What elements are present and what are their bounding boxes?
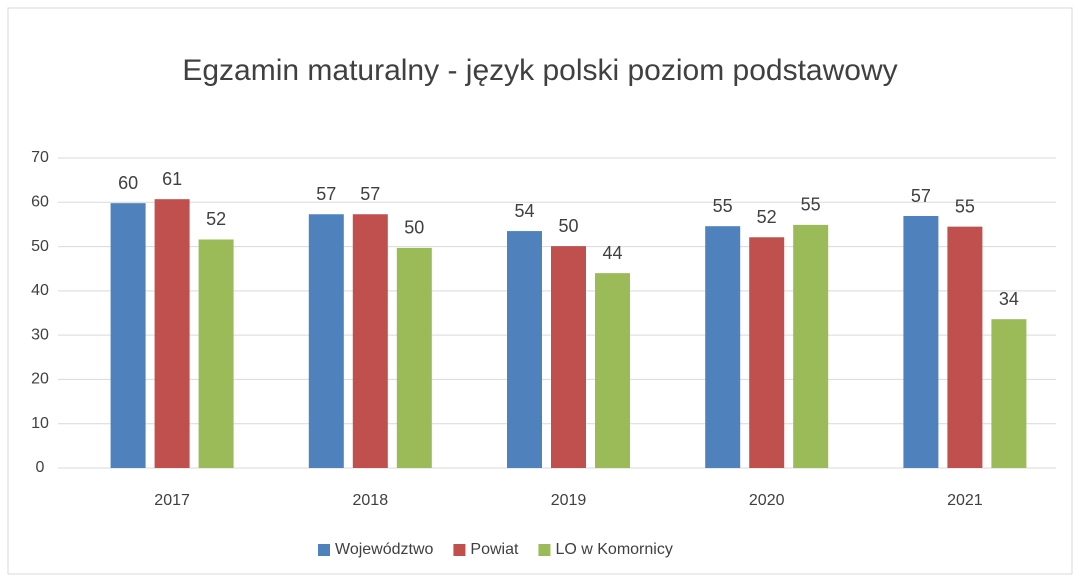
legend-label: LO w Komornicy	[555, 541, 672, 558]
x-tick-label: 2019	[551, 492, 587, 509]
value-label: 57	[911, 186, 931, 206]
bar	[352, 214, 388, 468]
legend-label: Powiat	[470, 541, 519, 558]
value-label: 57	[316, 184, 336, 204]
legend-swatch	[453, 544, 466, 556]
y-tick-label: 0	[36, 459, 45, 476]
value-label: 44	[602, 243, 622, 263]
value-label: 57	[360, 184, 380, 204]
bar	[705, 226, 741, 468]
value-label: 52	[757, 207, 777, 227]
x-tick-label: 2018	[353, 492, 389, 509]
legend-swatch	[538, 544, 551, 556]
x-tick-label: 2020	[749, 492, 785, 509]
y-tick-label: 30	[31, 326, 49, 343]
value-label: 55	[801, 195, 821, 215]
bar	[793, 224, 829, 468]
bar	[198, 239, 234, 468]
x-tick-label: 2017	[154, 492, 190, 509]
chart-title: Egzamin maturalny - język polski poziom …	[182, 54, 897, 87]
bar	[507, 231, 542, 468]
x-tick-label: 2021	[947, 492, 983, 509]
value-label: 60	[118, 173, 138, 193]
legend-swatch	[318, 544, 330, 556]
value-label: 34	[999, 289, 1019, 309]
value-label: 52	[206, 209, 226, 229]
bar	[595, 273, 630, 468]
value-label: 61	[162, 169, 182, 189]
value-label: 54	[514, 201, 534, 221]
bar	[903, 216, 939, 468]
bar	[749, 237, 785, 468]
bar	[154, 199, 190, 468]
value-label: 55	[713, 196, 733, 216]
value-label: 55	[955, 196, 975, 216]
legend-label: Województwo	[335, 541, 434, 558]
value-label: 50	[404, 218, 424, 238]
bar	[396, 247, 432, 468]
bar	[551, 246, 586, 468]
value-label: 50	[558, 216, 578, 236]
bar	[110, 203, 146, 468]
y-tick-label: 40	[31, 282, 49, 299]
y-tick-label: 50	[31, 238, 49, 255]
bar	[991, 319, 1027, 468]
y-tick-label: 70	[31, 149, 49, 166]
y-tick-label: 60	[31, 194, 49, 211]
bar	[947, 226, 983, 468]
y-tick-label: 20	[31, 371, 49, 388]
y-tick-label: 10	[31, 415, 49, 432]
bar	[308, 214, 344, 468]
